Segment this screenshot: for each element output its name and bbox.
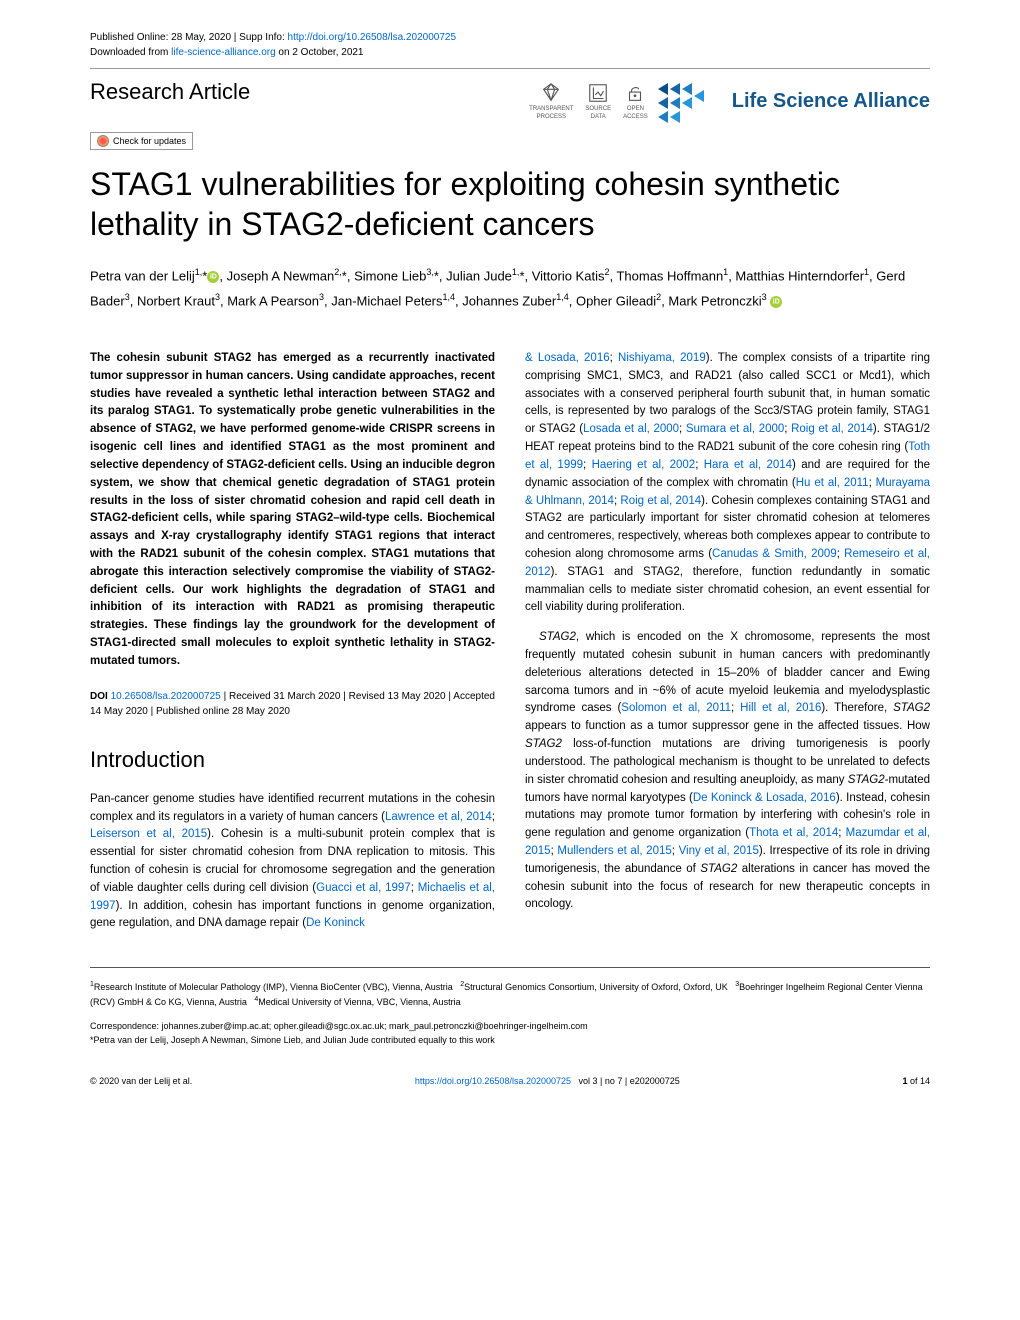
badge-icons: TRANSPARENT PROCESS SOURCE DATA OPEN ACC… bbox=[529, 82, 648, 120]
col2-paragraph-1: & Losada, 2016; Nishiyama, 2019). The co… bbox=[525, 350, 930, 617]
left-column: The cohesin subunit STAG2 has emerged as… bbox=[90, 350, 495, 945]
journal-logo: Life Science Alliance bbox=[656, 79, 930, 124]
doi-line: DOI 10.26508/lsa.202000725 | Received 31… bbox=[90, 689, 495, 719]
author-list: Petra van der Lelij1,*, Joseph A Newman2… bbox=[90, 264, 930, 314]
open-access-icon: OPEN ACCESS bbox=[623, 82, 648, 120]
equal-contribution: *Petra van der Lelij, Joseph A Newman, S… bbox=[90, 1034, 930, 1048]
badges-row: TRANSPARENT PROCESS SOURCE DATA OPEN ACC… bbox=[529, 79, 930, 124]
journal-name: Life Science Alliance bbox=[732, 90, 930, 113]
check-updates-button[interactable]: Check for updates bbox=[90, 132, 193, 150]
source-data-icon: SOURCE DATA bbox=[585, 82, 611, 120]
affiliations: 1Research Institute of Molecular Patholo… bbox=[90, 980, 930, 1010]
right-column: & Losada, 2016; Nishiyama, 2019). The co… bbox=[525, 350, 930, 945]
downloaded-suffix: on 2 October, 2021 bbox=[276, 47, 364, 58]
header-meta: Published Online: 28 May, 2020 | Supp In… bbox=[90, 30, 930, 60]
article-title: STAG1 vulnerabilities for exploiting coh… bbox=[90, 164, 930, 244]
download-site-link[interactable]: life-science-alliance.org bbox=[171, 47, 276, 58]
two-column-body: The cohesin subunit STAG2 has emerged as… bbox=[90, 350, 930, 945]
page-footer: © 2020 van der Lelij et al. https://doi.… bbox=[90, 1076, 930, 1086]
check-updates-label: Check for updates bbox=[113, 136, 186, 146]
header-row: Research Article TRANSPARENT PROCESS SOU… bbox=[90, 68, 930, 124]
article-type: Research Article bbox=[90, 79, 250, 105]
correspondence: Correspondence: johannes.zuber@imp.ac.at… bbox=[90, 1020, 930, 1034]
lsa-triangles-icon bbox=[656, 79, 726, 124]
footer-center: https://doi.org/10.26508/lsa.202000725 v… bbox=[415, 1076, 680, 1086]
doi-link[interactable]: 10.26508/lsa.202000725 bbox=[111, 691, 221, 702]
copyright: © 2020 van der Lelij et al. bbox=[90, 1076, 192, 1086]
abstract-text: The cohesin subunit STAG2 has emerged as… bbox=[90, 350, 495, 671]
intro-paragraph-1: Pan-cancer genome studies have identifie… bbox=[90, 791, 495, 934]
footer-doi-link[interactable]: https://doi.org/10.26508/lsa.202000725 bbox=[415, 1076, 571, 1086]
doi-label: DOI bbox=[90, 691, 111, 702]
col2-paragraph-2: STAG2, which is encoded on the X chromos… bbox=[525, 629, 930, 914]
published-label: Published Online: 28 May, 2020 | Supp In… bbox=[90, 32, 288, 43]
footer-divider bbox=[90, 967, 930, 968]
introduction-heading: Introduction bbox=[90, 743, 495, 777]
check-updates-icon bbox=[97, 135, 109, 147]
vol-issue: vol 3 | no 7 | e202000725 bbox=[579, 1076, 680, 1086]
downloaded-prefix: Downloaded from bbox=[90, 47, 171, 58]
page-number: 1 of 14 bbox=[902, 1076, 930, 1086]
supp-info-link[interactable]: http://doi.org/10.26508/lsa.202000725 bbox=[288, 32, 456, 43]
transparent-process-icon: TRANSPARENT PROCESS bbox=[529, 82, 573, 120]
